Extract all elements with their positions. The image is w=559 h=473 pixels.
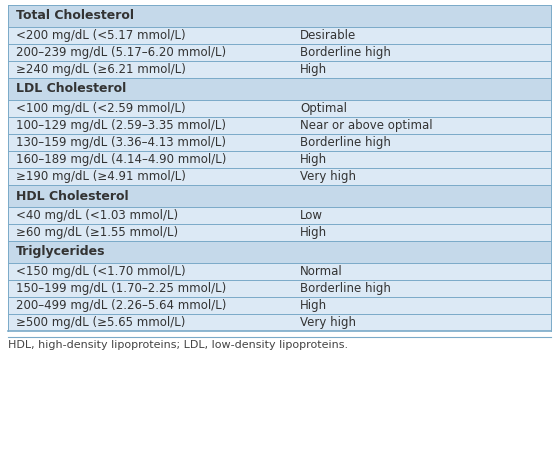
Bar <box>8 78 551 100</box>
Text: 100–129 mg/dL (2.59–3.35 mmol/L): 100–129 mg/dL (2.59–3.35 mmol/L) <box>16 119 226 132</box>
Text: <200 mg/dL (<5.17 mmol/L): <200 mg/dL (<5.17 mmol/L) <box>16 29 186 42</box>
Text: High: High <box>300 299 327 312</box>
Bar <box>8 241 551 263</box>
Text: 150–199 mg/dL (1.70–2.25 mmol/L): 150–199 mg/dL (1.70–2.25 mmol/L) <box>16 282 226 295</box>
Text: Borderline high: Borderline high <box>300 46 391 59</box>
Text: HDL, high-density lipoproteins; LDL, low-density lipoproteins.: HDL, high-density lipoproteins; LDL, low… <box>8 340 348 350</box>
Text: Low: Low <box>300 209 323 222</box>
Text: Normal: Normal <box>300 265 343 278</box>
Bar <box>8 185 551 207</box>
Text: Very high: Very high <box>300 170 356 183</box>
Text: 200–499 mg/dL (2.26–5.64 mmol/L): 200–499 mg/dL (2.26–5.64 mmol/L) <box>16 299 226 312</box>
Bar <box>8 5 551 27</box>
Text: Total Cholesterol: Total Cholesterol <box>16 9 134 23</box>
Text: Near or above optimal: Near or above optimal <box>300 119 433 132</box>
Text: Optimal: Optimal <box>300 102 347 115</box>
Text: 200–239 mg/dL (5.17–6.20 mmol/L): 200–239 mg/dL (5.17–6.20 mmol/L) <box>16 46 226 59</box>
Text: ≥500 mg/dL (≥5.65 mmol/L): ≥500 mg/dL (≥5.65 mmol/L) <box>16 316 186 329</box>
Text: Desirable: Desirable <box>300 29 356 42</box>
Text: Borderline high: Borderline high <box>300 282 391 295</box>
Text: ≥240 mg/dL (≥6.21 mmol/L): ≥240 mg/dL (≥6.21 mmol/L) <box>16 63 186 76</box>
Text: High: High <box>300 226 327 239</box>
Text: <100 mg/dL (<2.59 mmol/L): <100 mg/dL (<2.59 mmol/L) <box>16 102 186 115</box>
Text: Triglycerides: Triglycerides <box>16 245 106 259</box>
Text: Very high: Very high <box>300 316 356 329</box>
Text: 160–189 mg/dL (4.14–4.90 mmol/L): 160–189 mg/dL (4.14–4.90 mmol/L) <box>16 153 226 166</box>
Text: <150 mg/dL (<1.70 mmol/L): <150 mg/dL (<1.70 mmol/L) <box>16 265 186 278</box>
Text: ≥60 mg/dL (≥1.55 mmol/L): ≥60 mg/dL (≥1.55 mmol/L) <box>16 226 178 239</box>
Bar <box>8 5 551 331</box>
Text: ≥190 mg/dL (≥4.91 mmol/L): ≥190 mg/dL (≥4.91 mmol/L) <box>16 170 186 183</box>
Text: HDL Cholesterol: HDL Cholesterol <box>16 190 129 202</box>
Text: <40 mg/dL (<1.03 mmol/L): <40 mg/dL (<1.03 mmol/L) <box>16 209 178 222</box>
Text: High: High <box>300 63 327 76</box>
Text: High: High <box>300 153 327 166</box>
Text: Borderline high: Borderline high <box>300 136 391 149</box>
Text: 130–159 mg/dL (3.36–4.13 mmol/L): 130–159 mg/dL (3.36–4.13 mmol/L) <box>16 136 226 149</box>
Text: LDL Cholesterol: LDL Cholesterol <box>16 82 126 96</box>
